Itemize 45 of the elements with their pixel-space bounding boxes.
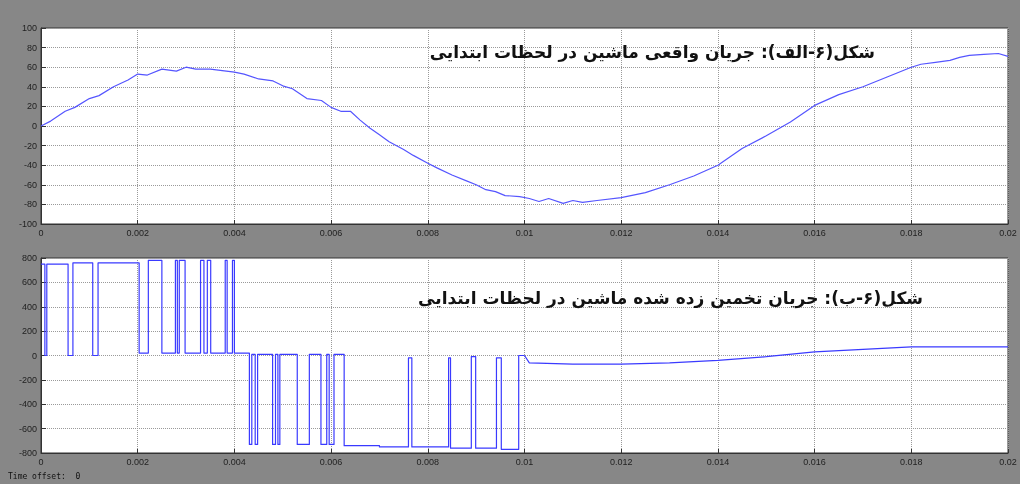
y-tick-label: 200 [21,326,37,337]
x-tick-label: 0.01 [515,456,534,467]
y-tick-label: 800 [21,253,37,263]
x-tick-label: 0.016 [803,227,826,238]
x-tick-label: 0.018 [900,456,923,467]
x-tick-label: 0.002 [126,227,149,238]
text: شکل(۶-الف): جریان واقعی ماشین در لحظات ابتدایی [429,41,876,63]
y-tick-label: -200 [18,374,37,385]
x-tick-label: 0.006 [319,456,343,467]
x-tick-label: 0.014 [706,456,730,467]
x-tick-label: 0.006 [319,227,343,238]
x-tick-label: 0 [38,456,44,467]
y-tick-label: 60 [26,62,37,73]
x-tick-label: 0.012 [609,227,633,238]
y-tick-label: 0 [31,350,37,361]
y-tick-label: 20 [26,101,37,112]
text: شکل(۶-ب): جریان تخمین زده شده ماشین در لحظات ابتدایی [418,287,924,309]
text: Time offset: 0 [8,471,81,481]
y-tick-label: 400 [21,301,37,312]
x-tick-label: 0.008 [416,456,440,467]
y-tick-label: 80 [26,42,37,53]
y-tick-label: -400 [18,399,37,410]
y-tick-label: 40 [26,81,37,92]
x-tick-label: 0.012 [609,456,633,467]
y-tick-label: -60 [23,179,37,190]
x-tick-label: 0 [38,227,44,238]
y-tick-label: -800 [18,448,37,458]
x-tick-label: 0.02 [999,227,1017,238]
x-tick-label: 0.018 [900,227,923,238]
y-tick-label: -20 [23,140,37,151]
x-tick-label: 0.002 [126,456,149,467]
y-tick-label: 100 [21,23,37,33]
y-tick-label: -600 [18,423,37,434]
y-tick-label: -100 [18,219,37,229]
x-tick-label: 0.01 [515,227,534,238]
x-tick-label: 0.014 [706,227,730,238]
x-tick-label: 0.008 [416,227,440,238]
y-tick-label: -80 [23,199,37,210]
x-tick-label: 0.004 [223,456,246,467]
x-tick-label: 0.004 [223,227,246,238]
y-tick-label: 0 [31,121,37,131]
y-tick-label: -40 [23,160,37,171]
x-tick-label: 0.016 [803,456,826,467]
x-tick-label: 0.02 [999,456,1017,467]
y-tick-label: 600 [21,277,37,288]
